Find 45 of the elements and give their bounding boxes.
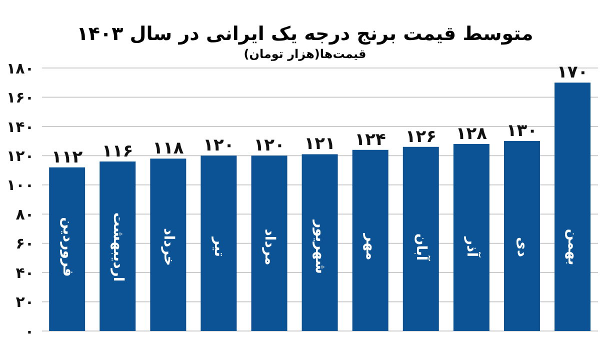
x-tick-label: مهر — [362, 232, 379, 260]
bar — [554, 82, 591, 331]
bar — [302, 154, 338, 331]
data-label: ۱۲۰ — [203, 136, 234, 156]
bar — [200, 156, 237, 331]
data-label: ۱۱۶ — [102, 142, 134, 162]
bar — [402, 146, 439, 331]
y-tick-label: ۰ — [24, 322, 34, 340]
data-label: ۱۱۸ — [152, 138, 184, 159]
bar — [504, 141, 540, 331]
bar — [100, 162, 136, 331]
x-tick-label: خرداد — [160, 228, 176, 266]
y-tick-label: ۱۶۰ — [6, 88, 34, 107]
bar — [49, 167, 86, 331]
data-label: ۱۲۶ — [405, 126, 436, 147]
x-tick-label: اردیبهشت — [110, 212, 126, 282]
chart-title: متوسط قیمت برنج درجه یک ایرانی در سال ۱۴۰۳ — [76, 22, 534, 46]
y-tick-label: ۱۸۰ — [6, 59, 34, 78]
y-tick-label: ۴۰ — [16, 264, 34, 282]
data-label: ۱۷۰ — [556, 62, 588, 83]
y-tick-label: ۸۰ — [16, 205, 34, 224]
chart-subtitle: قیمت‌ها(هزار تومان) — [244, 47, 366, 61]
bar — [150, 158, 186, 331]
x-tick-label: آذر — [464, 236, 482, 258]
x-tick-label: تیر — [210, 236, 227, 257]
y-tick-label: ۲۰ — [16, 293, 34, 312]
data-label: ۱۲۴ — [354, 130, 386, 150]
x-tick-label: دی — [514, 236, 530, 258]
bar — [453, 144, 490, 331]
y-tick-label: ۶۰ — [16, 234, 34, 253]
x-tick-label: بهمن — [564, 228, 581, 266]
data-label: ۱۲۰ — [254, 136, 285, 156]
data-label: ۱۲۱ — [304, 134, 336, 154]
data-label: ۱۱۲ — [52, 147, 84, 168]
x-tick-label: شهریور — [312, 219, 328, 274]
y-tick-label: ۱۲۰ — [6, 146, 34, 165]
data-label: ۱۲۸ — [456, 124, 488, 144]
x-tick-label: آبان — [413, 233, 432, 262]
y-tick-label: ۱۴۰ — [6, 118, 34, 136]
x-tick-label: مرداد — [261, 228, 278, 266]
x-tick-label: فروردین — [59, 217, 76, 277]
bar — [251, 156, 288, 331]
data-label: ۱۳۰ — [506, 121, 538, 142]
bar — [352, 150, 388, 331]
y-tick-label: ۱۰۰ — [6, 176, 34, 194]
